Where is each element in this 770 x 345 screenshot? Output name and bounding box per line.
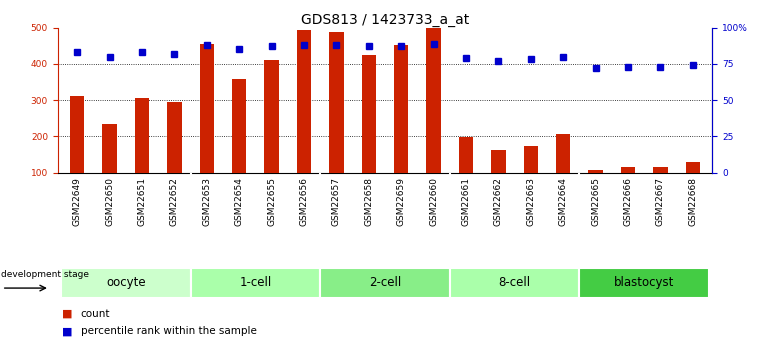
Bar	[191, 268, 320, 298]
Bar	[621, 167, 635, 172]
Bar	[579, 268, 709, 298]
Bar	[61, 268, 191, 298]
Bar	[320, 268, 450, 298]
Title: GDS813 / 1423733_a_at: GDS813 / 1423733_a_at	[301, 12, 469, 27]
Bar	[199, 44, 214, 172]
Text: GSM22657: GSM22657	[332, 177, 341, 226]
Text: GSM22656: GSM22656	[300, 177, 309, 226]
Text: GSM22664: GSM22664	[559, 177, 567, 226]
Bar	[685, 161, 700, 172]
Text: ■: ■	[62, 309, 72, 319]
Bar	[450, 268, 579, 298]
Bar	[653, 167, 668, 172]
Text: GSM22649: GSM22649	[72, 177, 82, 226]
Text: GSM22655: GSM22655	[267, 177, 276, 226]
Bar	[296, 30, 311, 172]
Text: ■: ■	[62, 326, 72, 336]
Text: count: count	[81, 309, 110, 319]
Text: GSM22661: GSM22661	[461, 177, 470, 226]
Text: GSM22658: GSM22658	[364, 177, 373, 226]
Text: GSM22659: GSM22659	[397, 177, 406, 226]
Bar	[361, 56, 376, 172]
Bar	[524, 146, 538, 172]
Bar	[491, 150, 506, 172]
Text: GSM22653: GSM22653	[203, 177, 211, 226]
Text: GSM22663: GSM22663	[527, 177, 535, 226]
Bar	[394, 45, 409, 172]
Bar	[459, 137, 474, 172]
Text: GSM22660: GSM22660	[429, 177, 438, 226]
Bar	[588, 170, 603, 172]
Text: 1-cell: 1-cell	[239, 276, 272, 289]
Bar	[167, 102, 182, 172]
Bar	[329, 32, 343, 173]
Bar	[232, 79, 246, 172]
Text: GSM22654: GSM22654	[235, 177, 243, 226]
Bar	[70, 96, 85, 172]
Text: percentile rank within the sample: percentile rank within the sample	[81, 326, 256, 336]
Text: 8-cell: 8-cell	[498, 276, 531, 289]
Text: GSM22667: GSM22667	[656, 177, 665, 226]
Text: GSM22668: GSM22668	[688, 177, 698, 226]
Text: GSM22662: GSM22662	[494, 177, 503, 226]
Text: development stage: development stage	[1, 270, 89, 279]
Text: GSM22666: GSM22666	[624, 177, 632, 226]
Text: GSM22652: GSM22652	[170, 177, 179, 226]
Text: 2-cell: 2-cell	[369, 276, 401, 289]
Bar	[556, 135, 571, 172]
Bar	[135, 98, 149, 172]
Text: GSM22665: GSM22665	[591, 177, 600, 226]
Text: GSM22650: GSM22650	[105, 177, 114, 226]
Text: GSM22651: GSM22651	[138, 177, 146, 226]
Text: blastocyst: blastocyst	[614, 276, 675, 289]
Bar	[264, 60, 279, 172]
Bar	[427, 28, 441, 172]
Bar	[102, 124, 117, 172]
Text: oocyte: oocyte	[106, 276, 146, 289]
